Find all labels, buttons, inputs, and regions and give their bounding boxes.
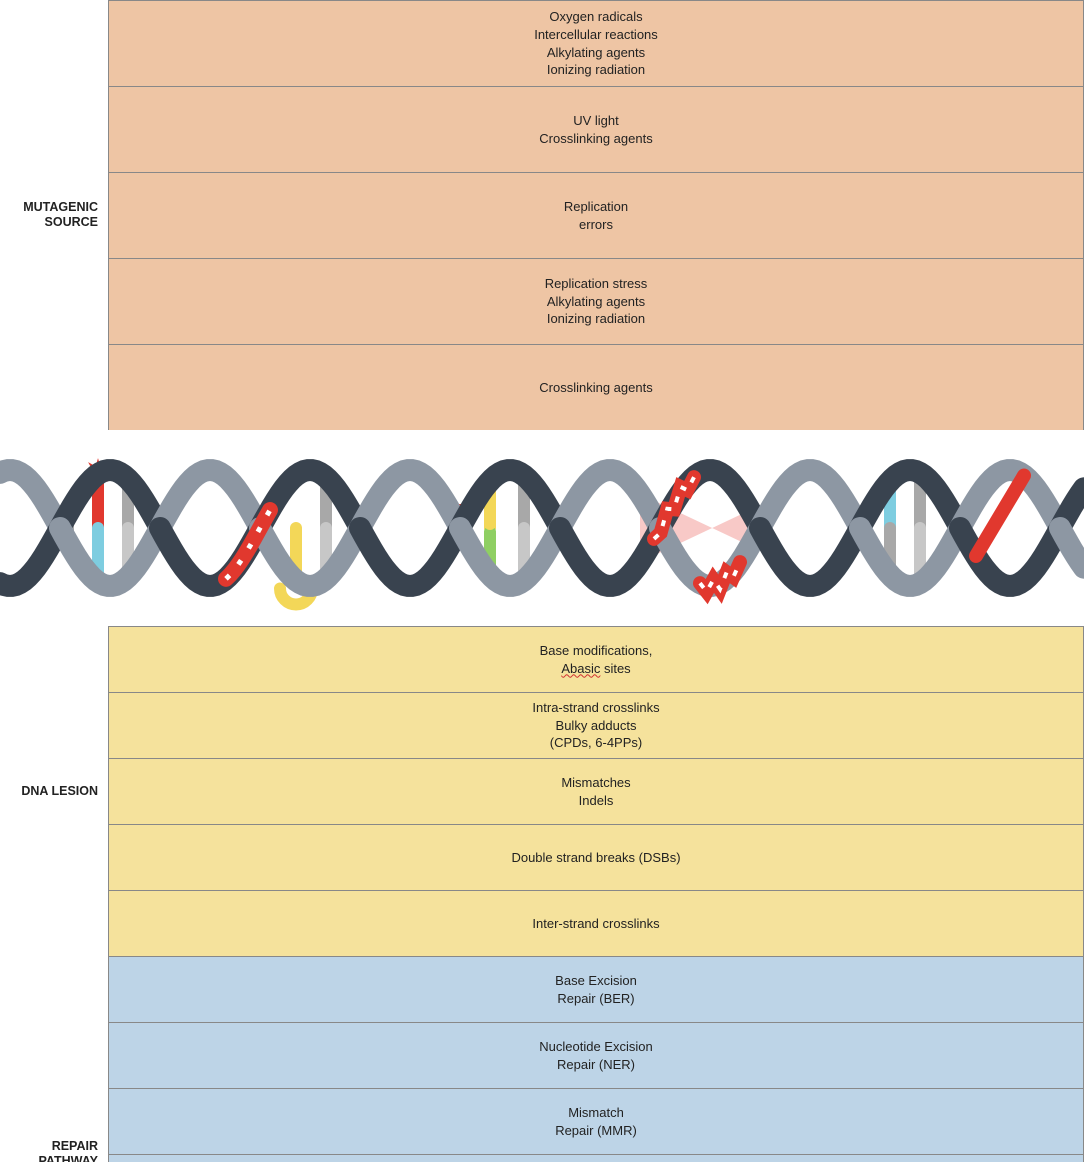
cell-line: Inter-strand crosslinks (532, 915, 659, 933)
repair-cell: HomologousRecombination(HR) (109, 1154, 1084, 1162)
mutagenic-cell: Replication stressAlkylating agentsIoniz… (109, 258, 1084, 344)
cell-line: Nucleotide Excision (539, 1038, 652, 1056)
lesion-row: Base modifications,Abasic sitesIntra-str… (108, 626, 1084, 956)
cell-line: Base modifications, (540, 642, 653, 660)
cell-line: Mismatch (568, 1104, 624, 1122)
cell-line: Alkylating agents (547, 293, 645, 311)
cell-line: Repair (BER) (557, 990, 634, 1008)
cell-line: Repair (NER) (557, 1056, 635, 1074)
cell-line: Base Excision (555, 972, 637, 990)
cell-line: Replication (564, 198, 628, 216)
cell-line: Abasic sites (561, 660, 630, 678)
cell: MismatchesIndels (109, 758, 1084, 824)
repair-row: Base ExcisionRepair (BER)Nucleotide Exci… (108, 956, 1084, 1162)
repair-cell: Base ExcisionRepair (BER) (109, 956, 1084, 1022)
mutagenic-cell: Crosslinking agents (109, 344, 1084, 430)
mutagenic-row: Oxygen radicalsIntercellular reactionsAl… (108, 0, 1084, 430)
cell-line: Crosslinking agents (539, 379, 652, 397)
mutagenic-cell: UV lightCrosslinking agents (109, 86, 1084, 172)
repair-cell: Nucleotide ExcisionRepair (NER) (109, 1022, 1084, 1088)
dna-repair-figure: MUTAGENIC SOURCE Oxygen radicalsIntercel… (0, 0, 1084, 1162)
repair-cell: MismatchRepair (MMR) (109, 1088, 1084, 1154)
row-label-repair: REPAIR PATHWAY (0, 956, 108, 1162)
dna-helix-diagram (0, 430, 1084, 626)
cell-line: Ionizing radiation (547, 61, 645, 79)
cell-line: Bulky adducts (556, 717, 637, 735)
cell: Inter-strand crosslinks (109, 890, 1084, 956)
cell: Base modifications,Abasic sites (109, 626, 1084, 692)
underlined-term: Abasic (561, 661, 600, 676)
cell: Intra-strand crosslinksBulky adducts(CPD… (109, 692, 1084, 758)
cell-line: Intercellular reactions (534, 26, 658, 44)
cell-line: Intra-strand crosslinks (532, 699, 659, 717)
cell-line: Ionizing radiation (547, 310, 645, 328)
mutagenic-cell: Oxygen radicalsIntercellular reactionsAl… (109, 0, 1084, 86)
row-label-mutagenic: MUTAGENIC SOURCE (0, 0, 108, 430)
cell-line: Repair (MMR) (555, 1122, 637, 1140)
cell-line: Oxygen radicals (549, 8, 642, 26)
cell-line: Indels (579, 792, 614, 810)
cell-line: Alkylating agents (547, 44, 645, 62)
cell-line: Crosslinking agents (539, 130, 652, 148)
row-label-lesion: DNA LESION (0, 626, 108, 956)
cell: Double strand breaks (DSBs) (109, 824, 1084, 890)
mutagenic-cell: Replicationerrors (109, 172, 1084, 258)
cell-line: (CPDs, 6-4PPs) (550, 734, 642, 752)
cell-line: Replication stress (545, 275, 648, 293)
cell-line: Double strand breaks (DSBs) (511, 849, 680, 867)
cell-line: Homologous (560, 1161, 633, 1162)
cell-line: errors (579, 216, 613, 234)
dna-svg (0, 430, 1084, 626)
cell-line: Mismatches (561, 774, 630, 792)
cell-line: UV light (573, 112, 619, 130)
